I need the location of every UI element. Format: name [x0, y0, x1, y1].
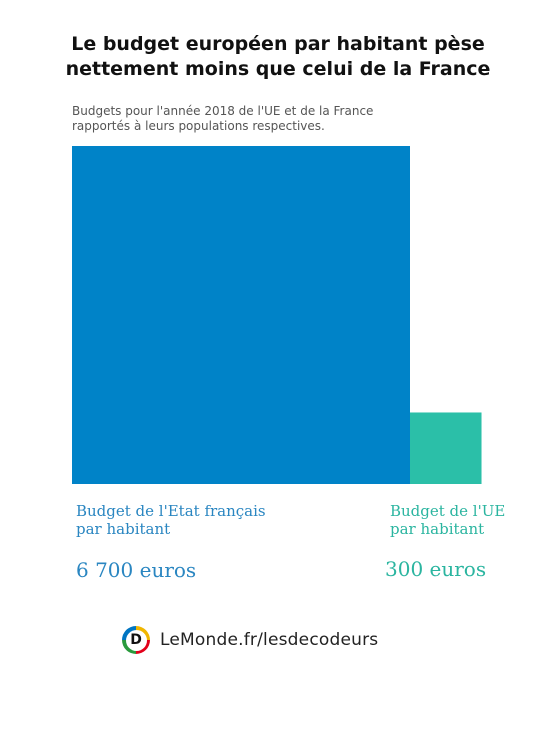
france-value-label: 6 700 euros	[76, 558, 197, 582]
france-category-label-line-1: Budget de l'Etat français	[76, 502, 266, 520]
logo-letter: D	[125, 629, 147, 651]
eu-category-label: Budget de l'UE par habitant	[390, 502, 505, 538]
chart-title-line-1: Le budget européen par habitant pèse	[71, 33, 485, 55]
les-decodeurs-logo-icon: D	[122, 626, 150, 654]
france-category-label: Budget de l'Etat français par habitant	[76, 502, 266, 538]
france-budget-square	[72, 146, 410, 484]
france-category-label-line-2: par habitant	[76, 520, 171, 538]
eu-value-label: 300 euros	[385, 557, 487, 581]
chart-subtitle-line-1: Budgets pour l'année 2018 de l'UE et de …	[72, 104, 374, 118]
chart-subtitle: Budgets pour l'année 2018 de l'UE et de …	[72, 104, 452, 134]
chart-title-line-2: nettement moins que celui de la France	[65, 58, 491, 80]
eu-category-label-line-2: par habitant	[390, 520, 485, 538]
eu-budget-square	[410, 412, 482, 484]
footer-source-text: LeMonde.fr/lesdecodeurs	[160, 630, 379, 650]
eu-category-label-line-1: Budget de l'UE	[390, 502, 506, 520]
footer: D LeMonde.fr/lesdecodeurs	[122, 622, 378, 658]
chart-title: Le budget européen par habitant pèse net…	[0, 32, 556, 82]
chart-subtitle-line-2: rapportés à leurs populations respective…	[72, 119, 325, 133]
